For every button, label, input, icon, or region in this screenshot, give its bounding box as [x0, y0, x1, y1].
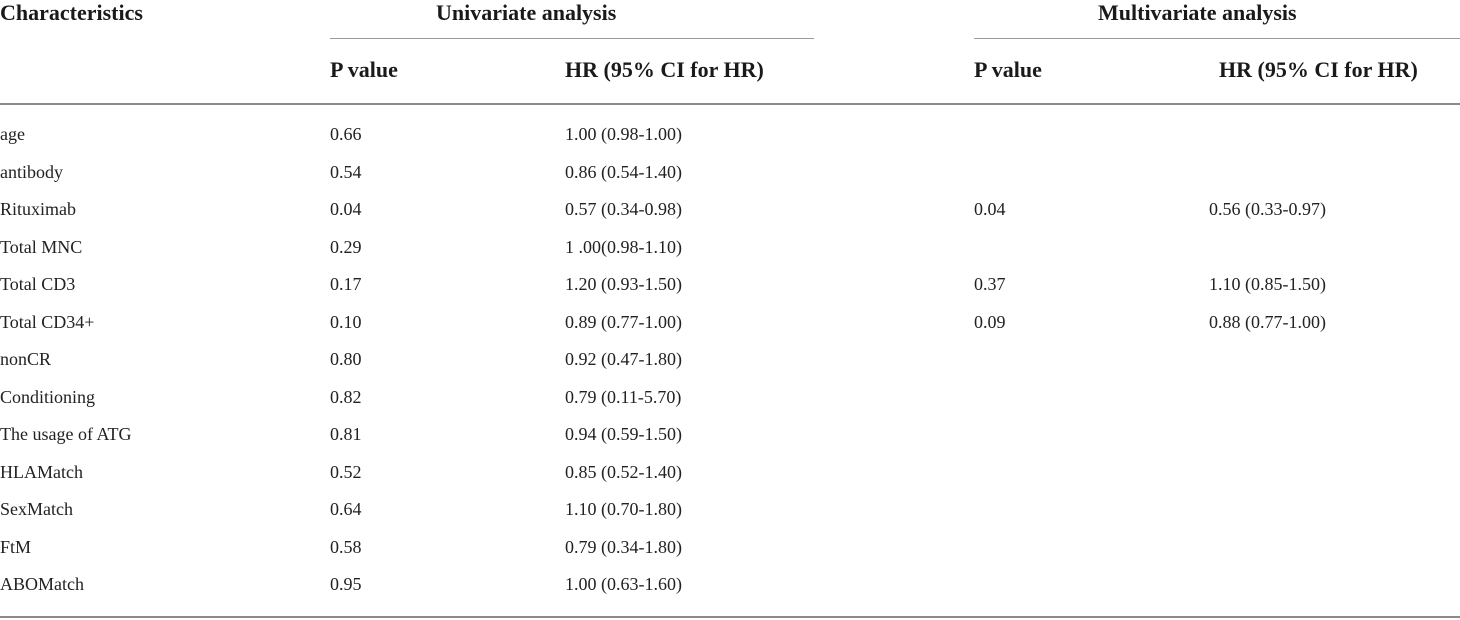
- row-characteristic: age: [0, 124, 25, 144]
- row-characteristic: The usage of ATG: [0, 424, 132, 444]
- row-uni-hr: 1.00 (0.63-1.60): [565, 574, 682, 594]
- univariate-span-rule: [330, 38, 814, 39]
- row-characteristic: Total CD3: [0, 274, 76, 294]
- header-uni-hr: HR (95% CI for HR): [565, 57, 764, 82]
- row-uni-hr: 0.79 (0.34-1.80): [565, 537, 682, 557]
- row-uni-hr: 0.92 (0.47-1.80): [565, 349, 682, 369]
- row-characteristic: FtM: [0, 537, 32, 557]
- row-characteristic: Total MNC: [0, 237, 83, 257]
- table-bottom-rule: [0, 616, 1460, 618]
- row-uni-p-value: 0.66: [330, 124, 362, 144]
- header-bottom-rule: [0, 103, 1460, 105]
- row-uni-p-value: 0.82: [330, 387, 362, 407]
- row-uni-p-value: 0.58: [330, 537, 362, 557]
- row-characteristic: Rituximab: [0, 199, 76, 219]
- row-uni-hr: 0.89 (0.77-1.00): [565, 312, 682, 332]
- row-characteristic: Total CD34+: [0, 312, 95, 332]
- row-uni-hr: 0.79 (0.11-5.70): [565, 387, 682, 407]
- row-uni-p-value: 0.04: [330, 199, 362, 219]
- header-multi-p-value: P value: [974, 57, 1042, 82]
- row-uni-p-value: 0.80: [330, 349, 362, 369]
- row-uni-hr: 0.86 (0.54-1.40): [565, 162, 682, 182]
- multivariate-span-rule: [974, 38, 1460, 39]
- header-univariate-analysis: Univariate analysis: [436, 0, 617, 25]
- row-uni-hr: 0.94 (0.59-1.50): [565, 424, 682, 444]
- row-uni-hr: 0.85 (0.52-1.40): [565, 462, 682, 482]
- row-characteristic: antibody: [0, 162, 63, 182]
- row-uni-p-value: 0.81: [330, 424, 362, 444]
- row-multi-p-value: 0.09: [974, 312, 1006, 332]
- row-characteristic: nonCR: [0, 349, 52, 369]
- row-uni-hr: 1.10 (0.70-1.80): [565, 499, 682, 519]
- row-uni-hr: 1.00 (0.98-1.00): [565, 124, 682, 144]
- row-uni-hr: 1.20 (0.93-1.50): [565, 274, 682, 294]
- row-multi-hr: 0.88 (0.77-1.00): [1209, 312, 1326, 332]
- row-multi-hr: 0.56 (0.33-0.97): [1209, 199, 1326, 219]
- row-characteristic: Conditioning: [0, 387, 96, 407]
- row-characteristic: HLAMatch: [0, 462, 83, 482]
- header-uni-p-value: P value: [330, 57, 398, 82]
- row-uni-p-value: 0.54: [330, 162, 362, 182]
- row-multi-p-value: 0.04: [974, 199, 1006, 219]
- row-characteristic: SexMatch: [0, 499, 73, 519]
- row-uni-p-value: 0.52: [330, 462, 362, 482]
- row-uni-hr: 0.57 (0.34-0.98): [565, 199, 682, 219]
- header-multi-hr: HR (95% CI for HR): [1219, 57, 1418, 82]
- row-uni-p-value: 0.64: [330, 499, 362, 519]
- header-multivariate-analysis: Multivariate analysis: [1098, 0, 1297, 25]
- row-uni-p-value: 0.29: [330, 237, 362, 257]
- row-uni-p-value: 0.10: [330, 312, 362, 332]
- row-uni-p-value: 0.95: [330, 574, 362, 594]
- header-characteristics: Characteristics: [0, 0, 143, 25]
- row-characteristic: ABOMatch: [0, 574, 84, 594]
- row-multi-p-value: 0.37: [974, 274, 1006, 294]
- row-uni-p-value: 0.17: [330, 274, 362, 294]
- row-multi-hr: 1.10 (0.85-1.50): [1209, 274, 1326, 294]
- row-uni-hr: 1 .00(0.98-1.10): [565, 237, 682, 257]
